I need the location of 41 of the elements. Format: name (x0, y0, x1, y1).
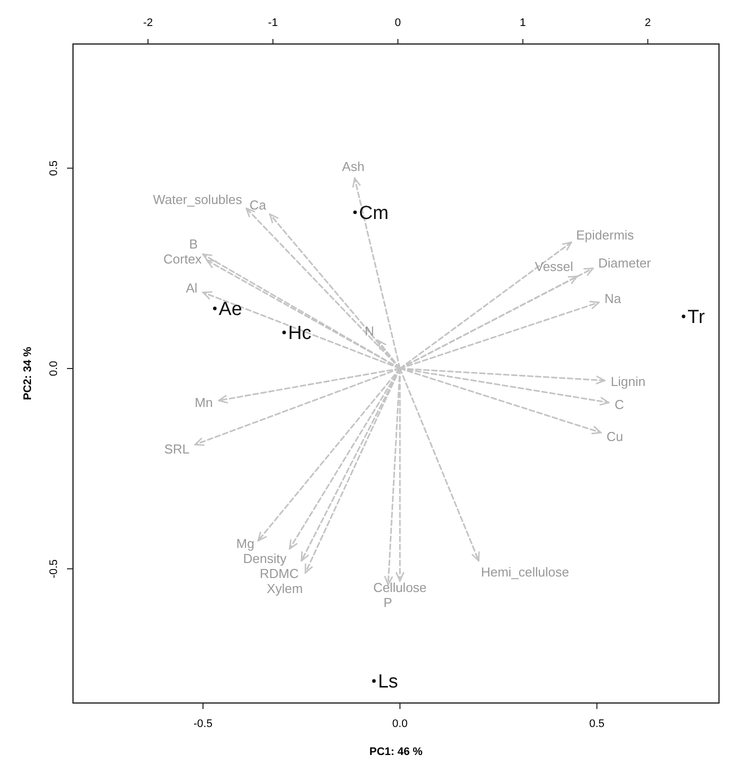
series-label: SRL (164, 441, 190, 456)
data-label: Hc (288, 323, 312, 344)
x2-tick-label: 1 (520, 17, 526, 29)
x-axis-title: PC1: 46 % (369, 746, 423, 758)
series-label: Ash (342, 159, 364, 174)
y-tick-label: 0.0 (48, 360, 60, 376)
x-tick-label: -0.5 (194, 718, 212, 730)
y-axis-title: PC2: 34 % (22, 346, 34, 400)
x2-tick-label: 2 (644, 17, 651, 29)
x2-tick-label: -1 (268, 17, 278, 29)
x2-tick-label: -2 (143, 17, 153, 29)
series-label: Cortex (163, 251, 202, 266)
y-tick-label: 0.5 (48, 160, 60, 176)
x2-tick-label: 0 (394, 17, 401, 29)
series-label: Na (604, 291, 622, 306)
series-label: Diameter (598, 255, 652, 270)
y-tick-label: -0.5 (48, 559, 60, 578)
data-label: Ls (378, 672, 398, 693)
series-label: Lignin (610, 374, 646, 389)
series-label: Hemi_cellulose (480, 564, 570, 580)
series-label: Ca (249, 198, 267, 213)
series-label: B (189, 236, 198, 252)
series-label: Epidermis (576, 228, 634, 243)
series-label: Mn (194, 395, 213, 410)
series-label: Cu (606, 428, 624, 444)
series-label: Cellulose (373, 580, 427, 595)
series-label: Mg (236, 536, 254, 552)
data-label: Cm (359, 202, 389, 224)
series-label: Al (186, 280, 198, 296)
x-tick-label: 0.5 (589, 718, 605, 730)
series-label: C (614, 397, 624, 412)
series-label: Vessel (534, 258, 574, 274)
x-tick-label: 0.0 (392, 718, 408, 730)
series-label: Xylem (266, 581, 303, 596)
series-label: Density (243, 551, 288, 566)
data-label: Ae (218, 299, 242, 320)
data-label: Tr (688, 307, 706, 328)
series-label: RDMC (260, 566, 299, 582)
series-label: N (364, 324, 374, 339)
series-label: P (383, 594, 392, 610)
series-label: Water_solubles (153, 192, 243, 208)
